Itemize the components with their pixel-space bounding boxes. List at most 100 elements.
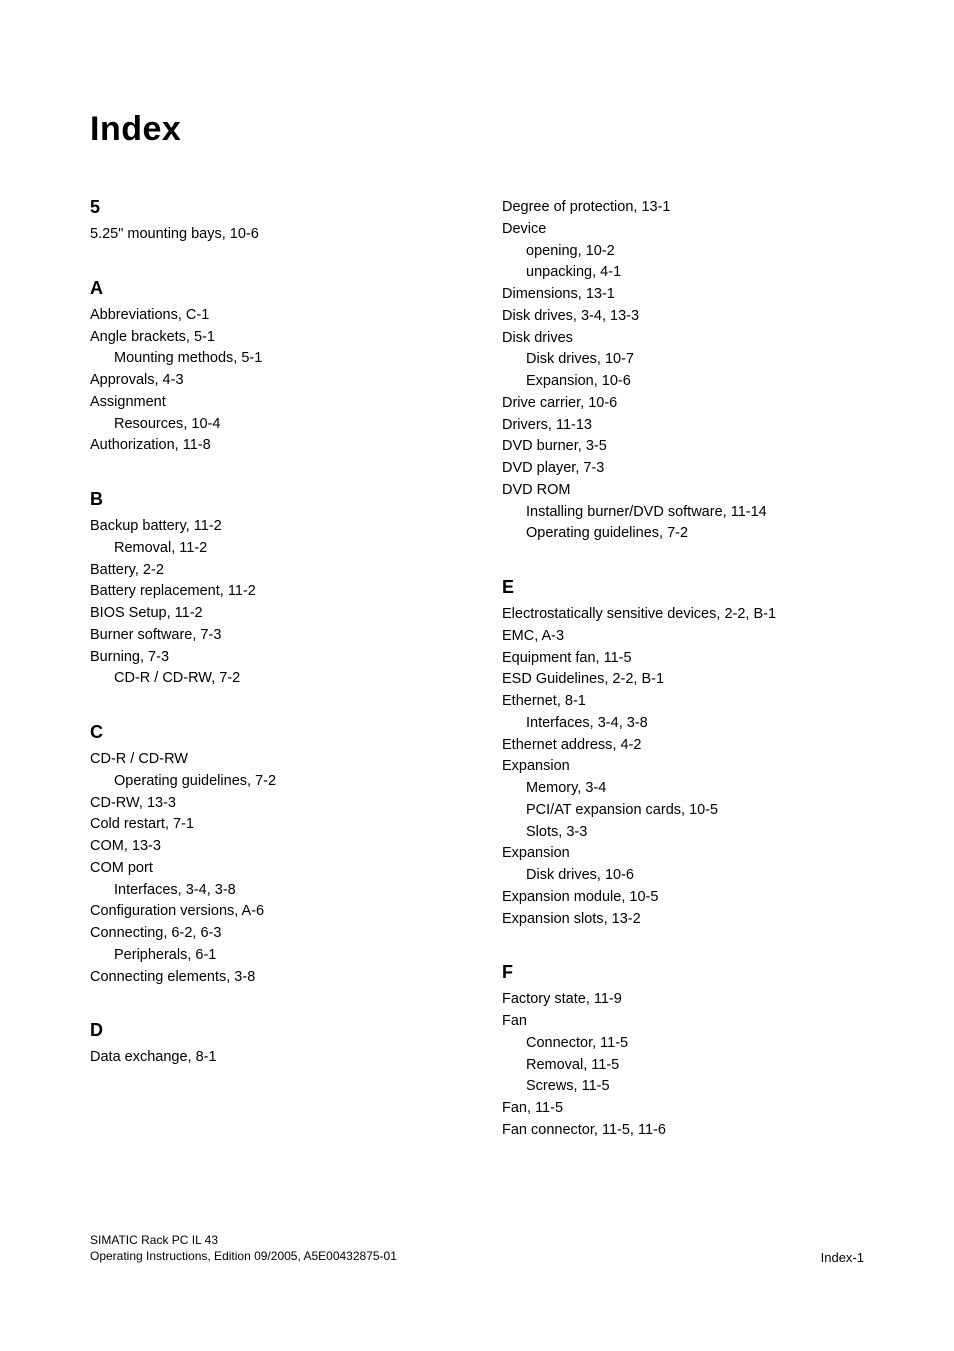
index-entry: Device — [502, 219, 864, 241]
page-ref-link[interactable]: 11-5 — [600, 1035, 628, 1051]
page-ref-link[interactable]: 13-1 — [641, 199, 670, 215]
page-ref-link[interactable]: 11-2 — [179, 540, 207, 556]
page-ref-link[interactable]: 7-1 — [173, 816, 194, 832]
page-ref-link[interactable]: 7-3 — [583, 460, 604, 476]
index-entry-label: CD-R / CD-RW — [114, 670, 211, 686]
index-entry-label: Equipment fan — [502, 650, 596, 666]
page-ref-link[interactable]: 11-13 — [556, 417, 592, 433]
page-ref-link[interactable]: 3-8 — [234, 969, 255, 985]
index-entry: Expansion — [502, 756, 864, 778]
index-sub-entry: Memory, 3-4 — [502, 778, 864, 800]
page-ref-link[interactable]: 10-7 — [605, 351, 634, 367]
index-entry: Connecting, 6-2, 6-3 — [90, 923, 452, 945]
page-ref-link[interactable]: 6-1 — [195, 947, 216, 963]
index-entry-label: Operating guidelines — [114, 773, 247, 789]
page-ref-link[interactable]: 11-8 — [183, 437, 211, 453]
page-ref-link[interactable]: 10-5 — [689, 802, 718, 818]
page-ref-link[interactable]: 6-3 — [200, 925, 221, 941]
page-ref-link[interactable]: 5-1 — [241, 350, 262, 366]
index-section-heading: A — [90, 278, 452, 299]
page-ref-link[interactable]: 3-4 — [598, 715, 619, 731]
index-section-heading: C — [90, 722, 452, 743]
index-entry-label: Resources — [114, 416, 183, 432]
index-entry-label: Connector — [526, 1035, 592, 1051]
page-ref-link[interactable]: 11-5 — [591, 1057, 619, 1073]
page-ref-link[interactable]: 11-2 — [175, 605, 203, 621]
page-ref-link[interactable]: 8-1 — [565, 693, 586, 709]
page-ref-link[interactable]: 2-2 — [612, 671, 633, 687]
page-ref-link[interactable]: 11-5 — [535, 1100, 563, 1116]
page-ref-link[interactable]: 3-4 — [585, 780, 606, 796]
page-ref-link[interactable]: 4-1 — [600, 264, 621, 280]
page-ref-link[interactable]: 3-4 — [581, 308, 602, 324]
page-ref-link[interactable]: 11-2 — [194, 518, 222, 534]
page-ref-link[interactable]: C-1 — [186, 307, 209, 323]
page-ref-link[interactable]: B-1 — [753, 606, 776, 622]
page-ref-link[interactable]: 10-2 — [586, 243, 615, 259]
page-ref-link[interactable]: 2-2 — [724, 606, 745, 622]
index-entry-label: Device — [502, 221, 546, 237]
page-ref-link[interactable]: 13-3 — [610, 308, 639, 324]
page-ref-link[interactable]: 10-5 — [629, 889, 658, 905]
page-ref-link[interactable]: 13-2 — [612, 911, 641, 927]
page-ref-link[interactable]: 11-5 — [582, 1078, 610, 1094]
index-entry-label: Operating guidelines — [526, 525, 659, 541]
page-ref-link[interactable]: A-3 — [542, 628, 565, 644]
index-entry: Angle brackets, 5-1 — [90, 327, 452, 349]
index-entry-label: Memory — [526, 780, 577, 796]
page-ref-link[interactable]: 13-3 — [147, 795, 176, 811]
page-ref-link[interactable]: 3-4 — [186, 882, 207, 898]
index-entry: Fan, 11-5 — [502, 1098, 864, 1120]
page-ref-link[interactable]: 11-5 — [604, 650, 632, 666]
page-ref-link[interactable]: 7-2 — [255, 773, 276, 789]
index-entry-label: Battery replacement — [90, 583, 220, 599]
page-ref-link[interactable]: A-6 — [242, 903, 265, 919]
page-ref-link[interactable]: 5-1 — [194, 329, 215, 345]
index-section-heading: B — [90, 489, 452, 510]
page-footer: SIMATIC Rack PC IL 43 Operating Instruct… — [90, 1232, 864, 1266]
index-entry: Approvals, 4-3 — [90, 370, 452, 392]
page-ref-link[interactable]: 6-2 — [171, 925, 192, 941]
page-ref-link[interactable]: 7-3 — [148, 649, 169, 665]
page-ref-link[interactable]: 10-6 — [605, 867, 634, 883]
page-ref-link[interactable]: 8-1 — [196, 1049, 217, 1065]
index-section-heading: 5 — [90, 197, 452, 218]
page-ref-link[interactable]: 3-3 — [566, 824, 587, 840]
page-ref-link[interactable]: 7-2 — [667, 525, 688, 541]
page-ref-link[interactable]: 11-6 — [638, 1122, 666, 1138]
page-ref-link[interactable]: 7-3 — [200, 627, 221, 643]
page-ref-link[interactable]: 3-8 — [215, 882, 236, 898]
index-entry-label: Authorization — [90, 437, 175, 453]
page-ref-link[interactable]: 10-4 — [191, 416, 220, 432]
index-entry-label: Burner software — [90, 627, 192, 643]
index-entry-label: Data exchange — [90, 1049, 188, 1065]
index-entry-label: COM port — [90, 860, 153, 876]
index-sub-entry: Connector, 11-5 — [502, 1033, 864, 1055]
page-ref-link[interactable]: 11-14 — [731, 504, 767, 520]
index-entry-label: Screws — [526, 1078, 574, 1094]
page-ref-link[interactable]: 11-2 — [228, 583, 256, 599]
page-ref-link[interactable]: 2-2 — [143, 562, 164, 578]
page-ref-link[interactable]: 13-3 — [132, 838, 161, 854]
index-entry: Ethernet address, 4-2 — [502, 735, 864, 757]
page-ref-link[interactable]: 4-3 — [163, 372, 184, 388]
index-entry: Data exchange, 8-1 — [90, 1047, 452, 1069]
page-ref-link[interactable]: 7-2 — [219, 670, 240, 686]
index-entry-label: Removal — [114, 540, 171, 556]
page-ref-link[interactable]: 11-5 — [602, 1122, 630, 1138]
page-ref-link[interactable]: 10-6 — [602, 373, 631, 389]
page-ref-link[interactable]: 3-5 — [586, 438, 607, 454]
index-entry: 5.25" mounting bays, 10-6 — [90, 224, 452, 246]
index-entry: COM port — [90, 858, 452, 880]
page-ref-link[interactable]: 10-6 — [588, 395, 617, 411]
index-entry: CD-RW, 13-3 — [90, 793, 452, 815]
index-entry-label: DVD player — [502, 460, 575, 476]
page-ref-link[interactable]: 4-2 — [621, 737, 642, 753]
page-ref-link[interactable]: 11-9 — [594, 991, 622, 1007]
index-entry: Ethernet, 8-1 — [502, 691, 864, 713]
page-ref-link[interactable]: B-1 — [641, 671, 664, 687]
page-ref-link[interactable]: 10-6 — [230, 226, 259, 242]
page-ref-link[interactable]: 3-8 — [627, 715, 648, 731]
page-ref-link[interactable]: 13-1 — [586, 286, 615, 302]
index-section-heading: F — [502, 962, 864, 983]
